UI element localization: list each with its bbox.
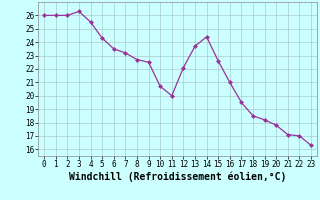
X-axis label: Windchill (Refroidissement éolien,°C): Windchill (Refroidissement éolien,°C) [69, 172, 286, 182]
